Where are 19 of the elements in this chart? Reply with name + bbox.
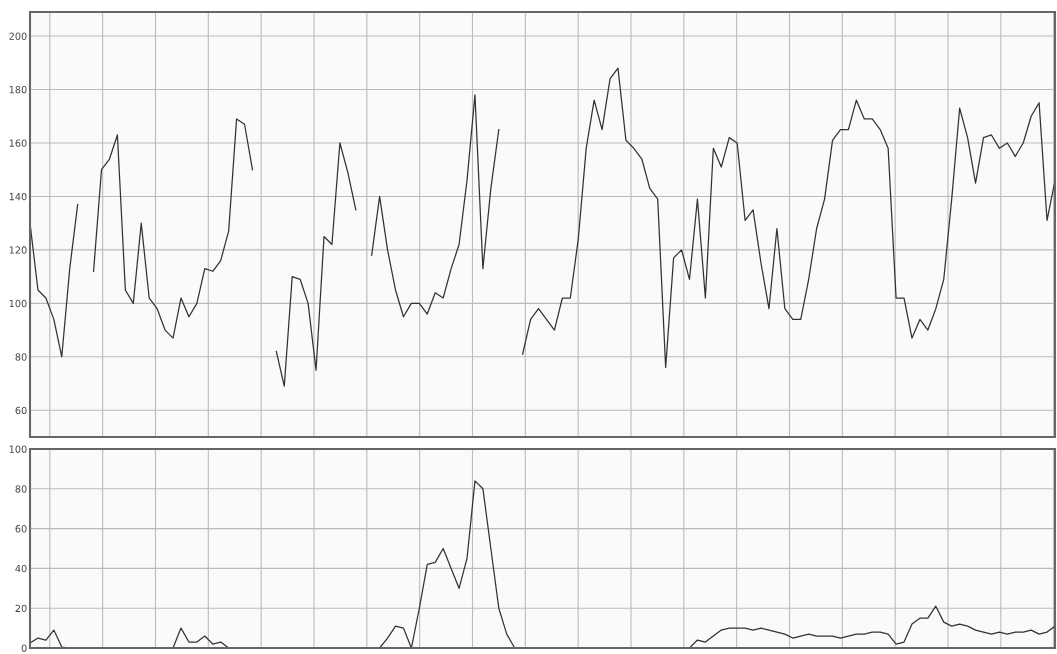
y-tick-label: 200 <box>9 32 27 40</box>
line-series <box>275 142 357 387</box>
y-tick-label: 100 <box>9 445 27 453</box>
y-tick-label: 160 <box>9 139 27 147</box>
y-tick-label: 100 <box>9 299 27 308</box>
y-tick-label: 60 <box>15 406 27 415</box>
y-tick-label: 140 <box>9 192 27 201</box>
y-tick-label: 80 <box>15 353 27 361</box>
line-series <box>522 67 1055 369</box>
y-tick-label: 20 <box>15 604 27 613</box>
y-tick-label: 0 <box>21 644 27 652</box>
y-tick-label: 80 <box>15 485 27 493</box>
y-tick-label: 40 <box>15 564 27 573</box>
line-series <box>371 94 500 318</box>
y-tick-label: 120 <box>9 246 27 254</box>
y-tick-label: 60 <box>15 525 27 533</box>
line-series <box>92 118 254 339</box>
line-series <box>30 203 79 358</box>
y-tick-label: 180 <box>9 85 27 94</box>
